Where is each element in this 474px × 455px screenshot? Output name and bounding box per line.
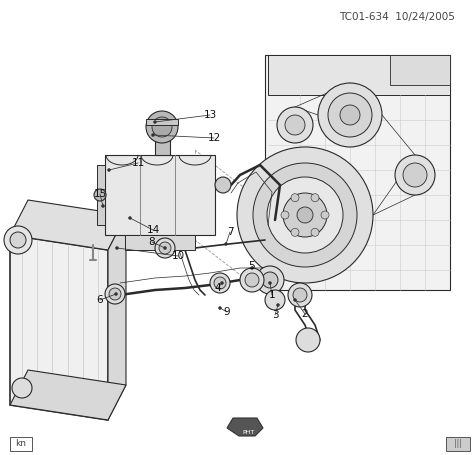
Text: 7: 7 (227, 227, 233, 237)
Text: 6: 6 (97, 295, 103, 305)
Circle shape (237, 147, 373, 283)
Circle shape (285, 115, 305, 135)
Circle shape (293, 298, 297, 302)
Polygon shape (108, 215, 126, 420)
Text: 1: 1 (269, 290, 275, 300)
Circle shape (297, 207, 313, 223)
Circle shape (340, 105, 360, 125)
Circle shape (265, 290, 285, 310)
Circle shape (152, 133, 155, 136)
Circle shape (311, 228, 319, 236)
Circle shape (155, 238, 175, 258)
Circle shape (101, 204, 104, 207)
Circle shape (10, 232, 26, 248)
Circle shape (281, 211, 289, 219)
Polygon shape (155, 133, 170, 155)
Circle shape (115, 293, 118, 295)
Circle shape (403, 163, 427, 187)
Circle shape (116, 247, 118, 249)
Circle shape (291, 228, 299, 236)
Polygon shape (268, 55, 450, 95)
Polygon shape (146, 119, 178, 125)
Text: 10: 10 (172, 251, 184, 261)
Circle shape (154, 121, 156, 123)
Polygon shape (10, 370, 126, 420)
Circle shape (311, 194, 319, 202)
Circle shape (288, 283, 312, 307)
Circle shape (164, 247, 166, 249)
Text: 4: 4 (215, 283, 221, 293)
Circle shape (159, 242, 171, 254)
Polygon shape (97, 165, 105, 225)
Polygon shape (10, 235, 108, 420)
Circle shape (293, 288, 307, 302)
Circle shape (328, 93, 372, 137)
Circle shape (268, 282, 272, 284)
Circle shape (214, 277, 226, 289)
Circle shape (12, 378, 32, 398)
Circle shape (4, 226, 32, 254)
Circle shape (256, 266, 284, 294)
Circle shape (395, 155, 435, 195)
Text: PHT: PHT (243, 430, 255, 435)
Circle shape (146, 111, 178, 143)
Circle shape (277, 107, 313, 143)
Circle shape (210, 273, 230, 293)
Bar (446, 437, 470, 451)
Circle shape (225, 243, 228, 246)
Circle shape (240, 268, 264, 292)
Circle shape (220, 282, 224, 284)
Text: 12: 12 (207, 133, 220, 143)
Text: 14: 14 (146, 225, 160, 235)
Text: TC01-634  10/24/2005: TC01-634 10/24/2005 (339, 12, 455, 22)
Text: |||: ||| (454, 439, 462, 448)
Circle shape (262, 272, 278, 288)
Circle shape (267, 177, 343, 253)
Text: kn: kn (15, 439, 26, 448)
Circle shape (219, 307, 221, 309)
Circle shape (276, 303, 280, 307)
Polygon shape (227, 418, 263, 436)
Text: 15: 15 (93, 189, 107, 199)
Polygon shape (125, 235, 195, 250)
Polygon shape (10, 200, 126, 250)
Circle shape (283, 193, 327, 237)
Text: 3: 3 (272, 310, 278, 320)
Circle shape (296, 328, 320, 352)
Text: 11: 11 (131, 158, 145, 168)
Circle shape (128, 217, 131, 219)
Text: 9: 9 (224, 307, 230, 317)
Polygon shape (390, 55, 450, 85)
Circle shape (109, 288, 121, 300)
Circle shape (94, 189, 106, 201)
Circle shape (108, 168, 110, 172)
Circle shape (291, 194, 299, 202)
Circle shape (105, 284, 125, 304)
Text: 5: 5 (249, 261, 255, 271)
Circle shape (253, 163, 357, 267)
Circle shape (250, 267, 254, 269)
Text: 8: 8 (149, 237, 155, 247)
Circle shape (215, 177, 231, 193)
Circle shape (245, 273, 259, 287)
Circle shape (321, 211, 329, 219)
Polygon shape (265, 55, 450, 290)
Bar (10, 437, 32, 451)
Text: 2: 2 (301, 309, 308, 319)
Text: 13: 13 (203, 110, 217, 120)
Circle shape (318, 83, 382, 147)
Circle shape (152, 117, 172, 137)
Polygon shape (105, 155, 215, 235)
